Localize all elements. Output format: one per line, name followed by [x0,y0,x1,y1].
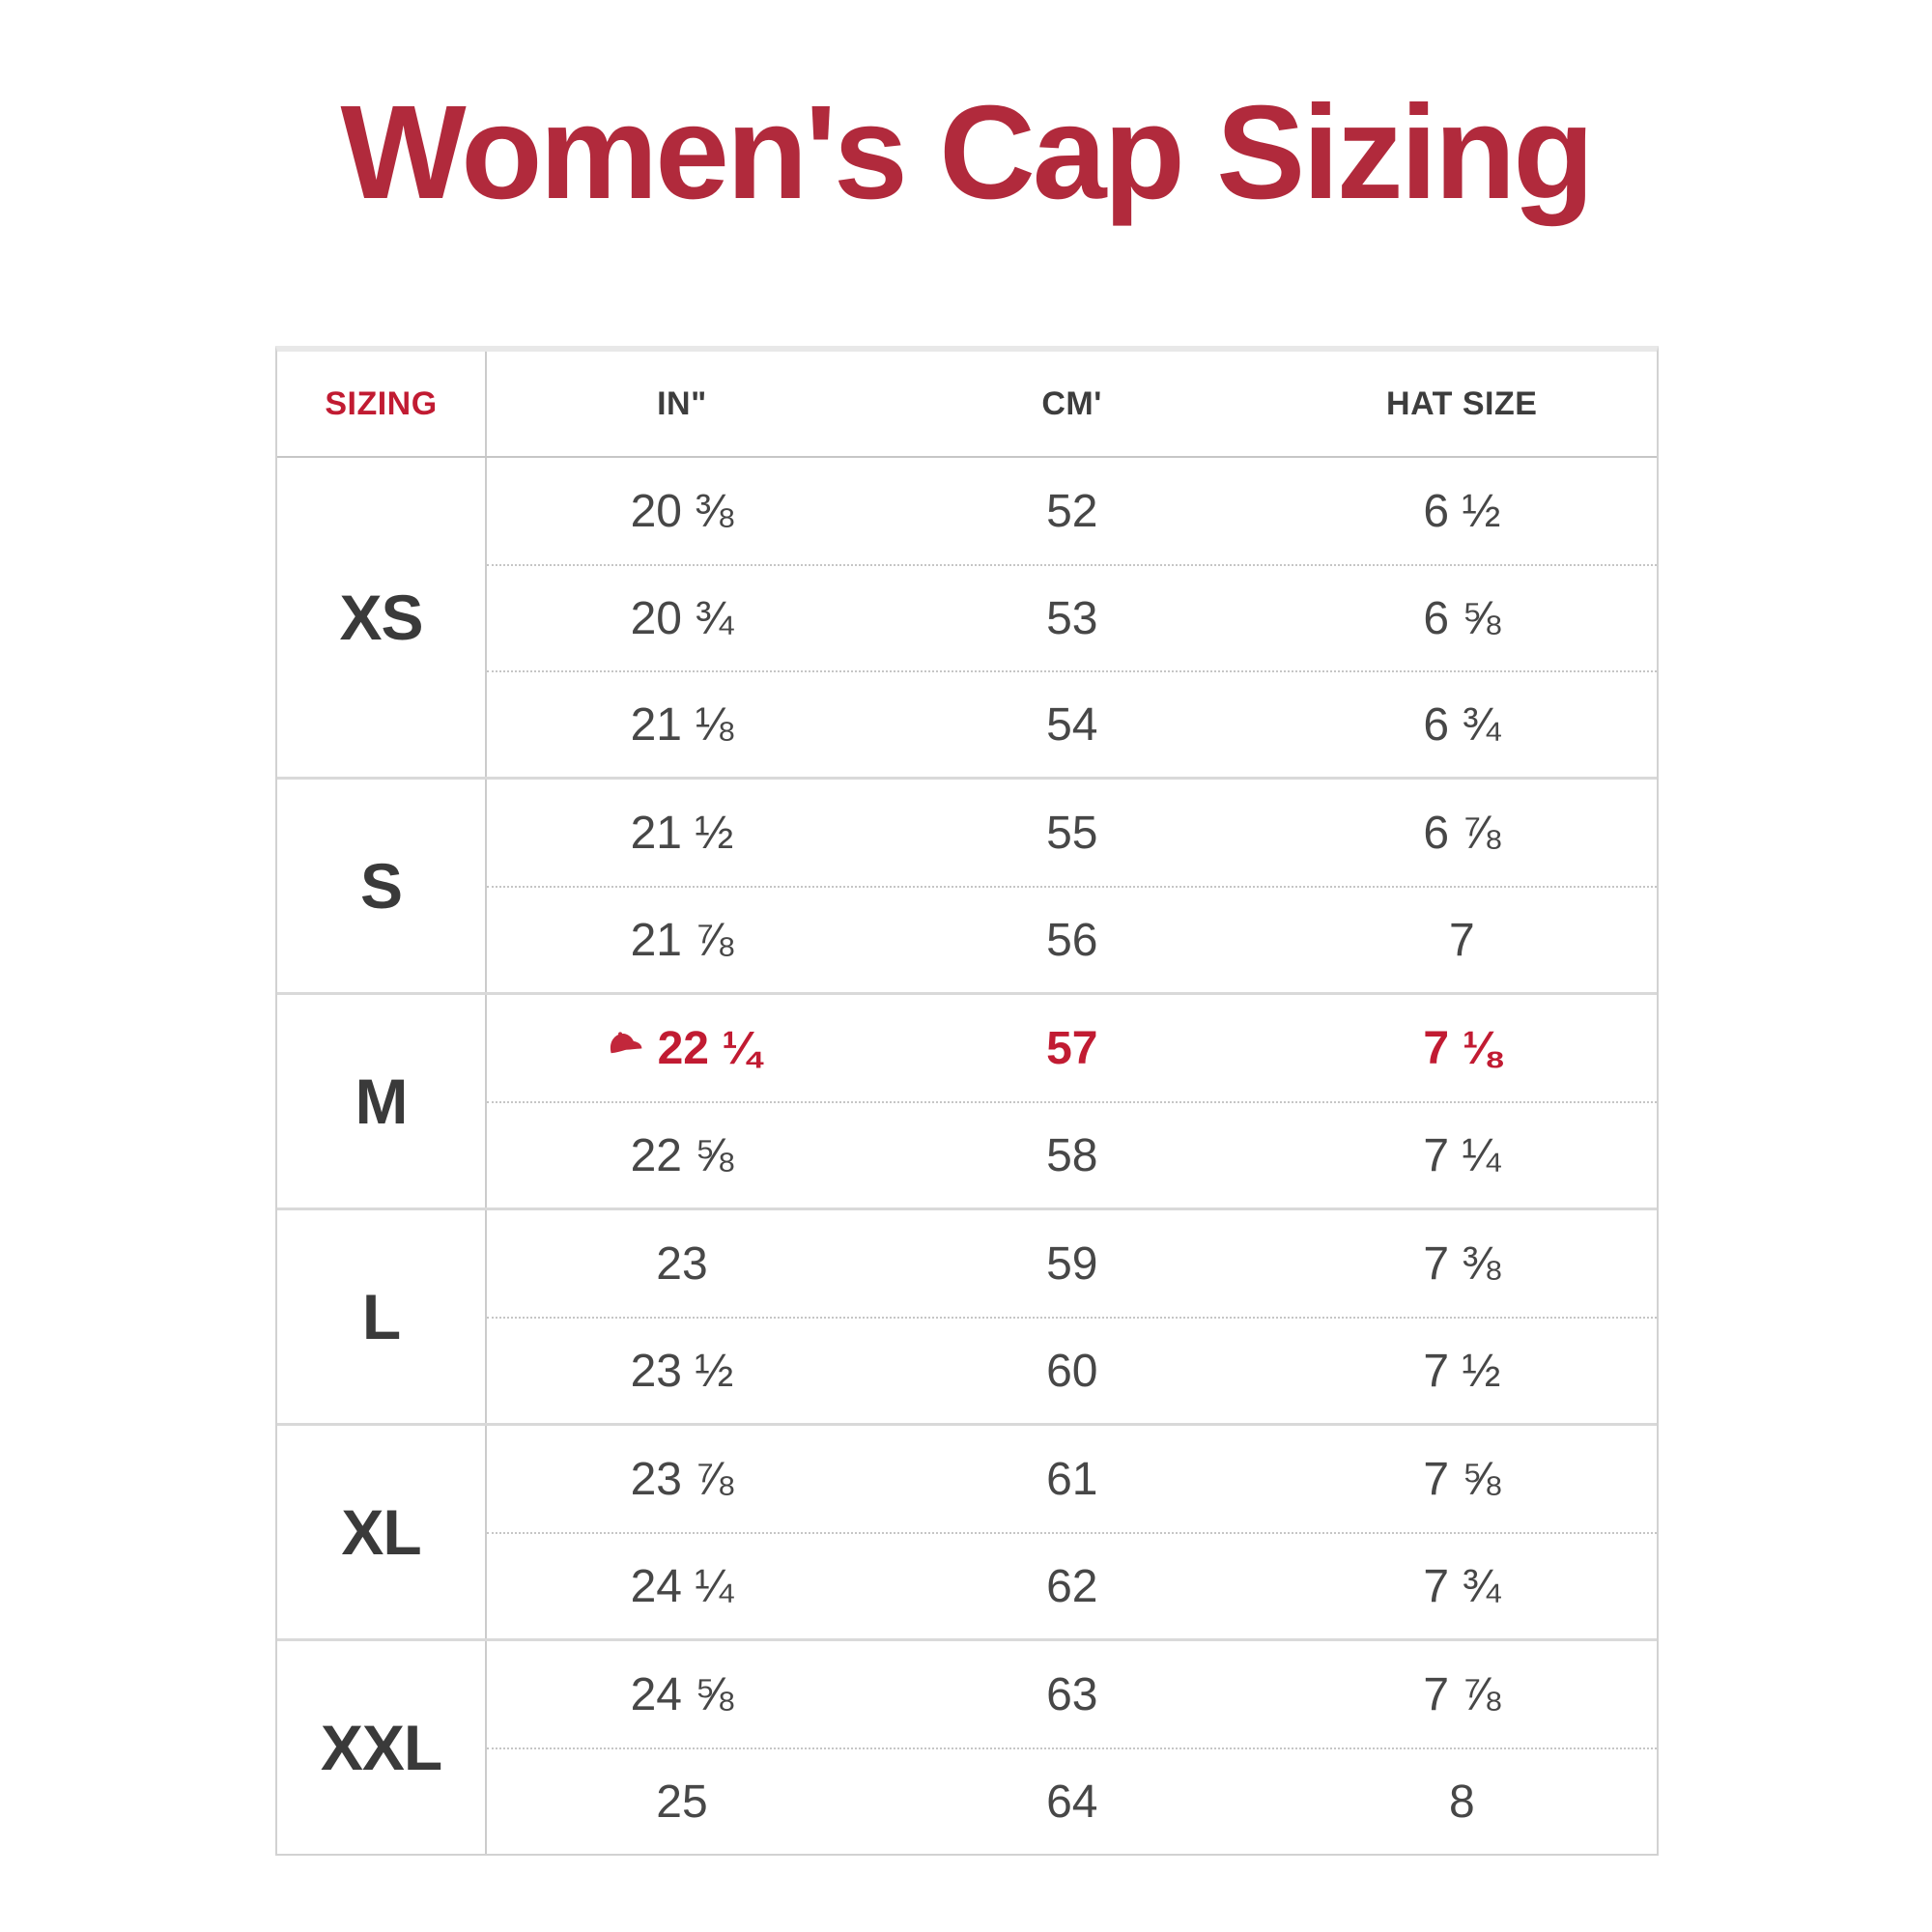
cm-value: 52 [1046,485,1098,537]
cm-value: 54 [1046,698,1098,751]
cm-value: 64 [1046,1776,1098,1828]
table-header-row: SIZING IN" CM' HAT SIZE [277,352,1657,458]
header-inches: IN" [657,384,707,422]
table-row: 24 ¼ 62 7 ¾ [487,1532,1657,1638]
size-group-xxl: XXL 24 ⅝ 63 7 ⅞ 25 64 8 [277,1638,1657,1854]
hat-size-value: 7 ⅛ [1423,1022,1501,1074]
cm-value: 57 [1046,1022,1098,1074]
size-group-xs: XS 20 ⅜ 52 6 ½ 20 ¾ 53 6 ⅝ 21 ⅛ 54 6 ¾ [277,458,1657,777]
table-row: 21 ⅛ 54 6 ¾ [487,670,1657,777]
inches-value: 21 ½ [630,807,734,859]
inches-value: 23 ⅞ [630,1453,734,1505]
cm-value: 58 [1046,1129,1098,1181]
page-title: Women's Cap Sizing [340,78,1594,227]
size-group-xl: XL 23 ⅞ 61 7 ⅝ 24 ¼ 62 7 ¾ [277,1423,1657,1638]
table-row: 23 ½ 60 7 ½ [487,1317,1657,1423]
header-hat-size: HAT SIZE [1386,384,1538,422]
inches-value: 22 ¼ [487,995,877,1101]
size-label-xl: XL [277,1426,488,1638]
hat-size-value: 6 ½ [1423,485,1501,537]
cm-value: 56 [1046,914,1098,966]
cap-sizing-table: SIZING IN" CM' HAT SIZE XS 20 ⅜ 52 6 ½ 2… [275,346,1659,1856]
hat-size-value: 7 ⅞ [1423,1668,1501,1720]
inches-value: 22 ⅝ [630,1129,734,1181]
cm-value: 59 [1046,1237,1098,1290]
table-row: 23 ⅞ 61 7 ⅝ [487,1426,1657,1532]
inches-value: 25 [656,1776,708,1828]
inches-value: 24 ¼ [630,1560,734,1612]
hat-size-value: 6 ¾ [1423,698,1501,751]
inches-value: 24 ⅝ [630,1668,734,1720]
cm-value: 60 [1046,1345,1098,1397]
hat-size-value: 6 ⅞ [1423,807,1501,859]
size-label-xxl: XXL [277,1641,488,1854]
table-row: 21 ½ 55 6 ⅞ [487,780,1657,886]
table-row: 24 ⅝ 63 7 ⅞ [487,1641,1657,1747]
size-label-l: L [277,1210,488,1423]
cm-value: 62 [1046,1560,1098,1612]
table-row: 25 64 8 [487,1747,1657,1854]
size-group-s: S 21 ½ 55 6 ⅞ 21 ⅞ 56 7 [277,777,1657,992]
hat-size-value: 7 ¼ [1423,1129,1501,1181]
size-label-xs: XS [277,458,488,777]
table-row: 21 ⅞ 56 7 [487,886,1657,992]
size-label-m: M [277,995,488,1208]
inches-value: 20 ⅜ [630,485,734,537]
table-row: 20 ¾ 53 6 ⅝ [487,564,1657,670]
inches-value: 21 ⅛ [630,698,734,751]
inches-value: 23 [656,1237,708,1290]
cm-value: 63 [1046,1668,1098,1720]
hat-size-value: 7 ⅝ [1423,1453,1501,1505]
size-group-m: M 22 ¼ 57 7 ⅛ 22 ⅝ 58 [277,992,1657,1208]
size-group-l: L 23 59 7 ⅜ 23 ½ 60 7 ½ [277,1208,1657,1423]
hat-size-value: 7 ⅜ [1423,1237,1501,1290]
inches-value: 23 ½ [630,1345,734,1397]
inches-value: 21 ⅞ [630,914,734,966]
hat-size-value: 6 ⅝ [1423,592,1501,644]
hat-size-value: 7 [1449,914,1475,966]
cm-value: 53 [1046,592,1098,644]
table-row-highlighted: 22 ¼ 57 7 ⅛ [487,995,1657,1101]
cm-value: 61 [1046,1453,1098,1505]
hat-size-value: 8 [1449,1776,1475,1828]
cm-value: 55 [1046,807,1098,859]
hat-size-value: 7 ½ [1423,1345,1501,1397]
hat-size-value: 7 ¾ [1423,1560,1501,1612]
table-row: 22 ⅝ 58 7 ¼ [487,1101,1657,1208]
table-row: 20 ⅜ 52 6 ½ [487,458,1657,564]
header-centimeters: CM' [1041,384,1102,422]
header-sizing: SIZING [277,352,488,456]
cap-icon [610,1032,641,1054]
table-row: 23 59 7 ⅜ [487,1210,1657,1317]
size-label-s: S [277,780,488,992]
inches-value: 20 ¾ [630,592,734,644]
